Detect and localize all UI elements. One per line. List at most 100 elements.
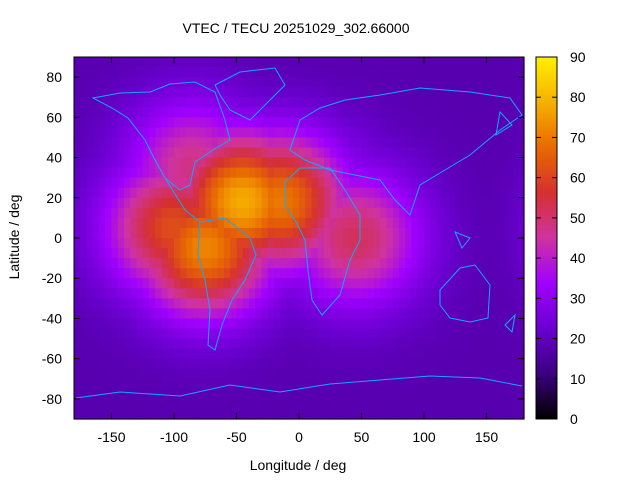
heatmap-cell	[224, 177, 231, 189]
heatmap-cell	[367, 97, 375, 108]
heatmap-cell	[455, 328, 463, 340]
heatmap-cell	[424, 227, 431, 239]
heatmap-cell	[261, 227, 269, 239]
heatmap-cell	[299, 348, 306, 360]
heatmap-cell	[255, 217, 263, 229]
heatmap-cell	[274, 197, 281, 209]
heatmap-cell	[417, 157, 425, 169]
heatmap-cell	[455, 97, 463, 108]
heatmap-cell	[380, 308, 388, 320]
heatmap-cell	[292, 288, 300, 299]
heatmap-cell	[261, 77, 269, 88]
heatmap-cell	[355, 308, 363, 320]
heatmap-cell	[149, 368, 156, 380]
heatmap-cell	[111, 57, 119, 68]
heatmap-cell	[411, 268, 419, 279]
heatmap-cell	[111, 67, 119, 78]
heatmap-cell	[249, 137, 256, 149]
heatmap-cell	[74, 308, 81, 320]
heatmap-cell	[305, 398, 313, 410]
heatmap-cell	[224, 318, 231, 330]
heatmap-cell	[430, 408, 438, 420]
heatmap-cell	[480, 348, 488, 360]
heatmap-cell	[499, 137, 506, 149]
heatmap-cell	[167, 107, 175, 118]
heatmap-cell	[99, 378, 106, 390]
heatmap-cell	[299, 408, 306, 420]
heatmap-cell	[342, 137, 350, 149]
heatmap-cell	[99, 227, 106, 239]
heatmap-cell	[367, 338, 375, 350]
heatmap-cell	[205, 268, 213, 279]
heatmap-cell	[361, 348, 369, 360]
heatmap-cell	[355, 298, 363, 309]
heatmap-cell	[205, 207, 213, 219]
heatmap-cell	[342, 197, 350, 209]
heatmap-cell	[299, 127, 306, 139]
heatmap-cell	[124, 398, 131, 410]
heatmap-cell	[336, 328, 344, 340]
heatmap-cell	[461, 137, 469, 149]
heatmap-cell	[492, 187, 500, 199]
heatmap-cell	[80, 378, 88, 390]
heatmap-cell	[155, 227, 163, 239]
heatmap-cell	[349, 408, 356, 420]
heatmap-cell	[355, 187, 363, 199]
heatmap-cell	[267, 388, 275, 400]
colorbar-tick-label: 70	[570, 129, 586, 145]
heatmap-cell	[230, 217, 238, 229]
heatmap-cell	[205, 258, 213, 269]
heatmap-cell	[242, 398, 250, 410]
heatmap-cell	[161, 338, 169, 350]
heatmap-cell	[517, 268, 525, 279]
heatmap-cell	[436, 97, 444, 108]
heatmap-cell	[361, 398, 369, 410]
heatmap-cell	[155, 368, 163, 380]
heatmap-cell	[267, 238, 275, 249]
heatmap-cell	[180, 227, 188, 239]
heatmap-cell	[255, 408, 263, 420]
heatmap-cell	[374, 77, 381, 88]
heatmap-cell	[380, 358, 388, 370]
heatmap-cell	[161, 388, 169, 400]
heatmap-cell	[311, 67, 319, 78]
heatmap-cell	[142, 298, 150, 309]
heatmap-cell	[161, 117, 169, 128]
heatmap-cell	[355, 378, 363, 390]
heatmap-cell	[80, 388, 88, 400]
heatmap-cell	[430, 288, 438, 299]
heatmap-cell	[499, 258, 506, 269]
heatmap-cell	[305, 187, 313, 199]
heatmap-cell	[142, 207, 150, 219]
heatmap-cell	[192, 268, 200, 279]
heatmap-cell	[405, 258, 413, 269]
heatmap-cell	[374, 278, 381, 289]
heatmap-cell	[186, 298, 194, 309]
heatmap-cell	[142, 147, 150, 159]
heatmap-cell	[474, 358, 481, 370]
heatmap-cell	[299, 87, 306, 98]
heatmap-cell	[305, 388, 313, 400]
heatmap-cell	[186, 147, 194, 159]
heatmap-cell	[480, 137, 488, 149]
heatmap-cell	[355, 157, 363, 169]
colorbar-tick-label: 90	[570, 49, 586, 65]
heatmap-cell	[74, 408, 81, 420]
heatmap-cell	[305, 378, 313, 390]
y-tick-label: 40	[46, 150, 62, 166]
heatmap-cell	[274, 338, 281, 350]
heatmap-cell	[467, 328, 475, 340]
heatmap-cell	[130, 268, 138, 279]
x-axis: -150 -100 -50 0 50 100 150	[97, 57, 498, 445]
heatmap-cell	[449, 398, 456, 410]
heatmap-cell	[86, 298, 94, 309]
heatmap-cell	[467, 137, 475, 149]
heatmap-cell	[105, 388, 113, 400]
heatmap-cell	[224, 258, 231, 269]
heatmap-cell	[249, 157, 256, 169]
heatmap-cell	[105, 167, 113, 179]
heatmap-cell	[80, 127, 88, 139]
heatmap-cell	[411, 248, 419, 259]
heatmap-cell	[511, 308, 519, 320]
heatmap-cell	[136, 147, 144, 159]
